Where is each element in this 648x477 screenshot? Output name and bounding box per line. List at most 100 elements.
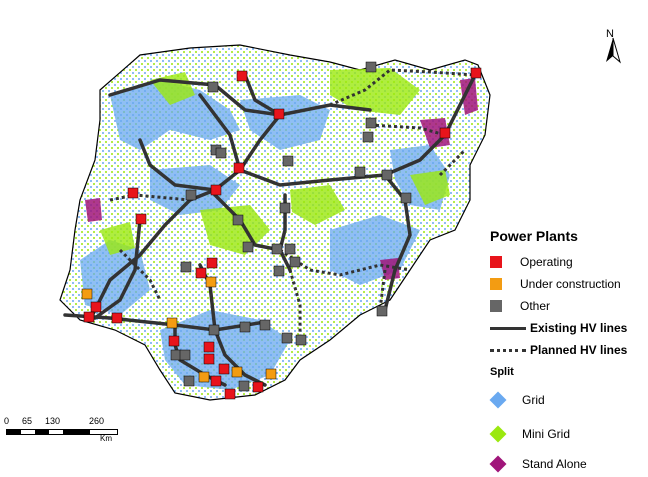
scale-labels: 0 65 130 260 [4, 416, 124, 428]
plant-under-construction [265, 368, 277, 380]
other-swatch [490, 300, 502, 312]
plant-operating [210, 375, 222, 387]
stand-alone-region [420, 118, 450, 148]
plant-other [207, 81, 219, 93]
plant-other [295, 334, 307, 346]
plant-under-construction [205, 276, 217, 288]
plant-operating [111, 312, 123, 324]
plant-other [282, 155, 294, 167]
legend-label: Stand Alone [522, 457, 587, 471]
operating-swatch [490, 256, 502, 268]
plant-under-construction [231, 366, 243, 378]
legend-label: Operating [520, 255, 573, 269]
plant-other [381, 169, 393, 181]
plant-operating [236, 70, 248, 82]
stand-alone-swatch [489, 455, 507, 473]
legend-item-mini-grid: Mini Grid [489, 425, 570, 443]
mini-grid-region [100, 222, 135, 255]
planned-line-swatch [490, 348, 526, 352]
plant-operating [135, 213, 147, 225]
scale-tick: 260 [89, 416, 105, 426]
plant-other [400, 192, 412, 204]
plant-operating [210, 184, 222, 196]
plant-operating [273, 108, 285, 120]
plants-operating [83, 67, 482, 400]
planned-hv-line [438, 148, 467, 177]
grid-region [160, 310, 290, 390]
split-title: Split [490, 366, 514, 378]
legend-item-existing-hv: Existing HV lines [490, 320, 627, 336]
existing-hv-line [213, 328, 267, 387]
legend-item-under-construction: Under construction [490, 276, 621, 292]
plant-other [281, 332, 293, 344]
existing-hv-line [198, 93, 242, 172]
plant-operating [233, 162, 245, 174]
scale-tick: 130 [45, 416, 61, 426]
plant-operating [218, 363, 230, 375]
plant-operating [195, 267, 207, 279]
existing-hv-line [238, 168, 412, 312]
mini-grid-region [330, 68, 420, 115]
plants-other [170, 61, 412, 392]
existing-hv-line [213, 193, 292, 272]
north-label: N [606, 28, 614, 40]
plant-other [170, 349, 182, 361]
grid-region [110, 80, 240, 150]
plant-operating [203, 341, 215, 353]
mini-grid-swatch [489, 425, 507, 443]
plant-other [185, 189, 197, 201]
legend-label: Under construction [520, 277, 621, 291]
plant-operating [203, 353, 215, 365]
north-arrow-icon [600, 28, 626, 66]
plant-operating [206, 257, 218, 269]
plant-other [239, 321, 251, 333]
plant-other [208, 324, 220, 336]
scale-tick: 65 [22, 416, 33, 426]
legend-item-stand-alone: Stand Alone [489, 455, 587, 473]
plant-other [259, 319, 271, 331]
existing-hv-line [383, 73, 477, 177]
plant-other [365, 117, 377, 129]
stand-alone-region [460, 78, 478, 115]
plant-other [242, 241, 254, 253]
plant-other [354, 166, 366, 178]
plant-other [273, 265, 285, 277]
legend-item-operating: Operating [490, 254, 573, 270]
existing-hv-line [93, 218, 142, 320]
legend-label: Grid [522, 393, 545, 407]
scale-bar: 0 65 130 260 Km [4, 416, 124, 446]
plant-other [238, 380, 250, 392]
scale-segment [63, 430, 90, 434]
plant-operating [168, 335, 180, 347]
legend: Power Plants Operating Under constructio… [484, 224, 644, 474]
plant-other [284, 243, 296, 255]
planned-hv-line [118, 248, 162, 301]
legend-item-grid: Grid [489, 391, 545, 409]
plant-operating [252, 381, 264, 393]
legend-item-other: Other [490, 298, 550, 314]
plants-under-construction [81, 276, 277, 383]
scale-tick: 0 [4, 416, 10, 426]
plant-operating [90, 301, 102, 313]
stand-alone-region [85, 198, 102, 222]
stand-alone-regions [85, 78, 478, 280]
plant-under-construction [198, 371, 210, 383]
planned-hv-line [369, 123, 446, 137]
plant-other [289, 256, 301, 268]
existing-hv-line [138, 138, 217, 192]
plant-operating [224, 388, 236, 400]
plant-operating [439, 127, 451, 139]
plant-under-construction [166, 317, 178, 329]
plant-operating [83, 311, 95, 323]
plant-under-construction [81, 288, 93, 300]
existing-hv-line [88, 198, 192, 322]
scale-unit: Km [100, 434, 112, 443]
under-construction-swatch [490, 278, 502, 290]
legend-label: Existing HV lines [530, 321, 628, 335]
plant-other [180, 261, 192, 273]
legend-title: Power Plants [490, 228, 578, 244]
legend-label: Planned HV lines [530, 343, 628, 357]
plant-other [376, 305, 388, 317]
